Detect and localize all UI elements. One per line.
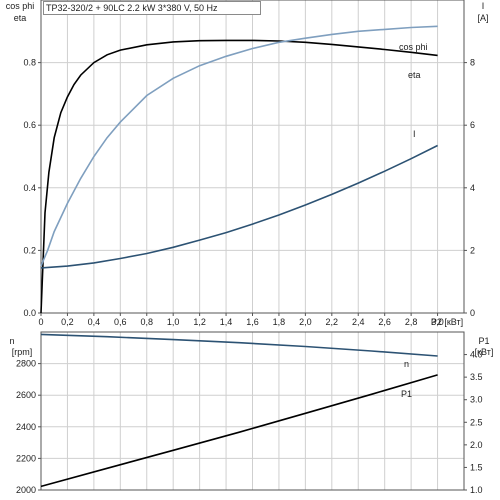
bottom-left-tick-label: 2600 — [16, 390, 36, 400]
x-tick-label: 2,4 — [352, 317, 365, 327]
x-tick-label: 1,8 — [273, 317, 286, 327]
top-right-axis-label: I — [482, 1, 485, 11]
series-label-n: n — [404, 359, 409, 369]
bottom-right-axis-unit: [кВт] — [475, 347, 494, 357]
x-tick-label: 2,8 — [405, 317, 418, 327]
top-series-i — [40, 144, 438, 269]
x-tick-label: 0 — [38, 317, 43, 327]
bottom-right-axis-label: P1 — [478, 336, 489, 346]
series-label-p1: P1 — [401, 389, 412, 399]
x-tick-label: 2,0 — [299, 317, 312, 327]
bottom-right-tick-label: 3.5 — [470, 372, 483, 382]
x-tick-label: 0,4 — [88, 317, 101, 327]
top-right-tick-label: 0 — [470, 308, 475, 318]
bottom-left-tick-label: 2400 — [16, 422, 36, 432]
x-tick-label: 0,6 — [114, 317, 127, 327]
x-tick-label: 2,2 — [326, 317, 339, 327]
bottom-left-axis-label: n — [9, 336, 14, 346]
bottom-plot-frame — [40, 331, 465, 491]
bottom-right-tick-label: 1.0 — [470, 485, 483, 495]
top-right-tick-label: 4 — [470, 183, 475, 193]
series-label-i: I — [413, 129, 416, 139]
bottom-right-tick-label: 3.0 — [470, 395, 483, 405]
x-axis-label: P2 [кВт] — [431, 317, 463, 327]
x-tick-label: 1,0 — [167, 317, 180, 327]
series-label-eta: eta — [408, 70, 421, 80]
chart-title: TP32-320/2 + 90LC 2.2 kW 3*380 V, 50 Hz — [46, 3, 218, 13]
x-tick-label: 0,8 — [140, 317, 153, 327]
bottom-right-tick-label: 4.0 — [470, 350, 483, 360]
top-left-axis-label: cos phi — [6, 1, 35, 11]
top-right-tick-label: 8 — [470, 58, 475, 68]
x-tick-label: 1,2 — [193, 317, 206, 327]
x-tick-label: 1,6 — [246, 317, 259, 327]
series-label-cos-phi: cos phi — [399, 42, 428, 52]
bottom-left-tick-label: 2800 — [16, 359, 36, 369]
top-right-axis-unit: [A] — [477, 13, 488, 23]
bottom-right-tick-label: 1.5 — [470, 462, 483, 472]
top-left-tick-label: 0.4 — [23, 183, 36, 193]
bottom-right-tick-label: 2.5 — [470, 417, 483, 427]
bottom-left-axis-unit: [rpm] — [12, 347, 33, 357]
bottom-left-tick-label: 2200 — [16, 453, 36, 463]
bottom-left-tick-label: 2000 — [16, 485, 36, 495]
bottom-series-p1 — [40, 374, 438, 488]
top-left-tick-label: 0.0 — [23, 308, 36, 318]
top-right-tick-label: 2 — [470, 245, 475, 255]
top-left-axis-unit: eta — [14, 13, 27, 23]
x-tick-label: 2,6 — [378, 317, 391, 327]
top-left-tick-label: 0.6 — [23, 120, 36, 130]
bottom-right-tick-label: 2.0 — [470, 440, 483, 450]
bottom-series-n — [40, 333, 438, 357]
top-right-tick-label: 6 — [470, 120, 475, 130]
x-tick-label: 1,4 — [220, 317, 233, 327]
top-series-eta — [40, 39, 438, 314]
top-left-tick-label: 0.8 — [23, 58, 36, 68]
top-series-cos-phi — [40, 25, 438, 267]
top-left-tick-label: 0.2 — [23, 245, 36, 255]
x-tick-label: 3,0 — [431, 317, 444, 327]
chart-title-box: TP32-320/2 + 90LC 2.2 kW 3*380 V, 50 Hz — [43, 1, 261, 15]
x-tick-label: 0,2 — [61, 317, 74, 327]
